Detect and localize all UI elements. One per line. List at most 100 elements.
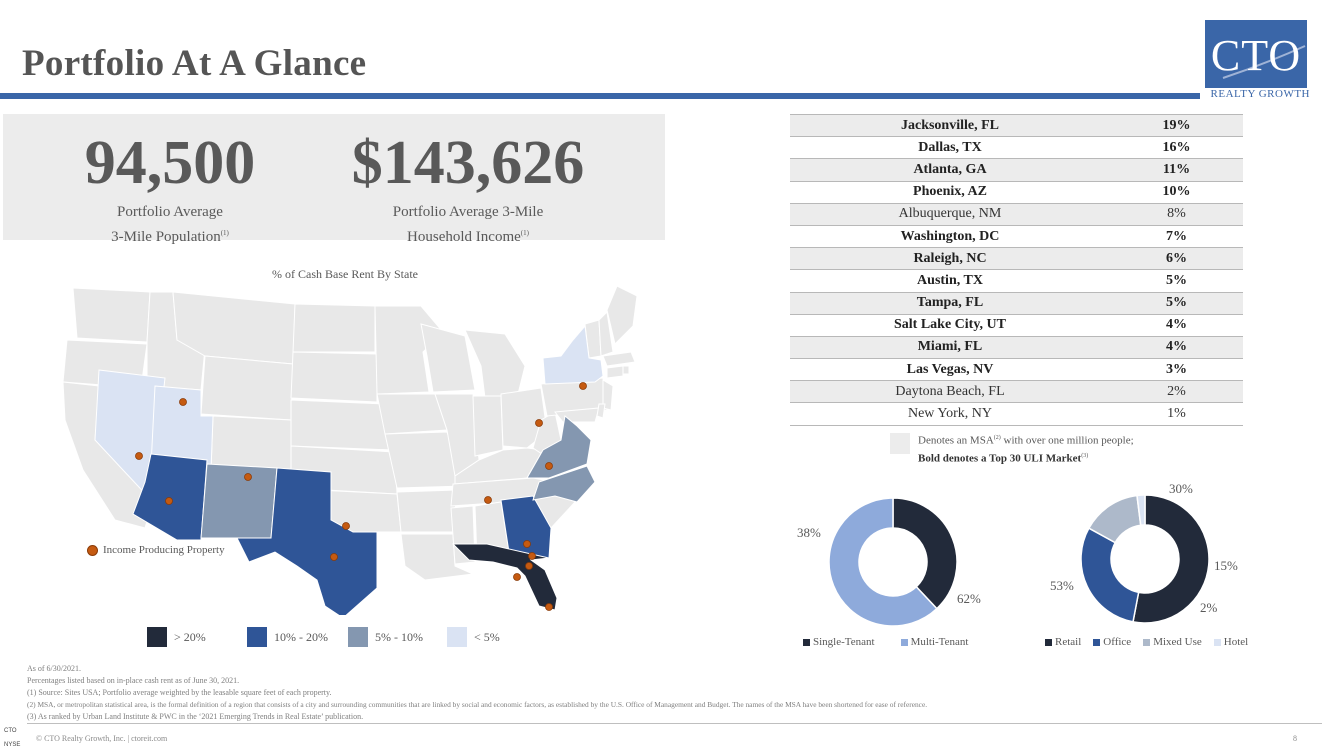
footnote: (1) Source: Sites USA; Portfolio average… — [27, 688, 332, 697]
income-stat: $143,626 Portfolio Average 3-Mile Househ… — [333, 132, 603, 248]
footnote: (3) As ranked by Urban Land Institute & … — [27, 712, 364, 721]
property-marker — [342, 522, 350, 530]
donut-slice-single-tenant — [892, 497, 958, 610]
msa-city: Washington, DC — [790, 225, 1110, 249]
msa-percent: 16% — [1110, 136, 1243, 160]
state-ma — [602, 351, 636, 367]
msa-city: Phoenix, AZ — [790, 181, 1110, 204]
msa-city: Salt Lake City, UT — [790, 314, 1110, 337]
state-nd — [292, 303, 376, 353]
state-sd — [290, 351, 378, 403]
msa-row: New York, NY 1% — [790, 402, 1243, 426]
msa-row: Dallas, TX 16% — [790, 136, 1243, 160]
legend-item: Multi-Tenant — [900, 636, 968, 648]
msa-city: New York, NY — [790, 402, 1110, 426]
msa-row: Tampa, FL 5% — [790, 292, 1243, 315]
income-value: $143,626 — [351, 129, 585, 197]
property-marker — [579, 382, 587, 390]
msa-percent: 10% — [1110, 181, 1243, 204]
property-marker — [513, 573, 521, 581]
scale-swatch — [447, 627, 467, 647]
msa-city: Jacksonville, FL — [790, 113, 1110, 138]
msa-city: Austin, TX — [790, 269, 1110, 293]
donut-label: 30% — [1169, 481, 1193, 496]
msa-city: Albuquerque, NM — [790, 203, 1110, 226]
state-me — [606, 285, 638, 345]
property-marker — [244, 473, 252, 481]
property-markers — [135, 382, 587, 611]
msa-percent: 1% — [1110, 402, 1243, 426]
map-title: % of Cash Base Rent By State — [272, 267, 418, 281]
msa-percent: 5% — [1110, 292, 1243, 315]
state-nc — [532, 465, 596, 503]
donut-label: 38% — [797, 525, 821, 540]
msa-city: Raleigh, NC — [790, 247, 1110, 271]
state-wa — [72, 287, 151, 343]
donut-label: 62% — [957, 591, 981, 606]
scale-legend-2: 10% - 20% — [247, 627, 328, 647]
legend-item: Single-Tenant — [803, 636, 875, 648]
property-marker — [165, 497, 173, 505]
donut-slice-multi-tenant — [828, 497, 938, 627]
footnote: Percentages listed based on in-place cas… — [27, 676, 240, 685]
msa-percent: 4% — [1110, 314, 1243, 337]
scale-swatch — [348, 627, 368, 647]
property-marker — [525, 562, 533, 570]
msa-swatch — [890, 433, 910, 454]
msa-row: Las Vegas, NV 3% — [790, 358, 1243, 382]
msa-percent: 3% — [1110, 358, 1243, 382]
msa-percent: 11% — [1110, 158, 1243, 182]
legend-item: Office — [1093, 636, 1131, 648]
company-logo: CTO — [1205, 20, 1307, 88]
copyright: © CTO Realty Growth, Inc. | ctoreit.com — [36, 734, 168, 743]
logo-subtitle: REALTY GROWTH — [1210, 88, 1310, 100]
msa-city: Dallas, TX — [790, 136, 1110, 160]
property-marker — [484, 496, 492, 504]
property-marker — [528, 552, 536, 560]
property-marker — [545, 603, 553, 611]
stat-panel: 94,500 Portfolio Average 3-Mile Populati… — [3, 114, 665, 245]
tenant-donut-legend: Single-Tenant Multi-Tenant — [803, 636, 968, 648]
population-caption: Portfolio Average 3-Mile Population(1) — [111, 204, 229, 245]
us-map — [62, 285, 638, 615]
property-legend: Income Producing Property — [87, 544, 225, 556]
msa-row: Daytona Beach, FL 2% — [790, 380, 1243, 404]
scale-swatch — [147, 627, 167, 647]
state-wy — [200, 355, 294, 421]
msa-row: Phoenix, AZ 10% — [790, 181, 1243, 204]
population-stat: 94,500 Portfolio Average 3-Mile Populati… — [60, 132, 280, 248]
msa-city: Atlanta, GA — [790, 158, 1110, 182]
state-nh — [598, 310, 614, 357]
state-nj — [602, 379, 614, 411]
scale-legend-3: 5% - 10% — [348, 627, 423, 647]
msa-percent: 19% — [1110, 113, 1243, 138]
msa-note: Denotes an MSA(2) with over one million … — [890, 431, 1134, 466]
property-type-donut-legend: Retail Office Mixed Use Hotel — [1045, 636, 1248, 648]
legend-item: Retail — [1045, 636, 1081, 648]
footnote: As of 6/30/2021. — [27, 664, 81, 673]
population-value: 94,500 — [84, 129, 256, 197]
property-marker — [535, 419, 543, 427]
property-marker — [523, 540, 531, 548]
state-tx — [236, 467, 378, 615]
msa-row: Salt Lake City, UT 4% — [790, 314, 1243, 337]
property-dot-icon — [87, 544, 98, 556]
state-va — [526, 415, 592, 479]
msa-percent: 2% — [1110, 380, 1243, 404]
msa-city: Tampa, FL — [790, 292, 1110, 315]
msa-row: Raleigh, NC 6% — [790, 247, 1243, 271]
msa-percent: 4% — [1110, 336, 1243, 360]
msa-city: Las Vegas, NV — [790, 358, 1110, 382]
msa-row: Austin, TX 5% — [790, 269, 1243, 293]
income-caption: Portfolio Average 3-Mile Household Incom… — [392, 204, 544, 245]
property-marker — [545, 462, 553, 470]
msa-row: Washington, DC 7% — [790, 225, 1243, 249]
scale-legend-4: < 5% — [447, 627, 500, 647]
donut-label: 15% — [1214, 558, 1238, 573]
legend-item: Hotel — [1213, 636, 1248, 648]
footnote: (2) MSA, or metropolitan statistical are… — [27, 700, 928, 709]
state-wi — [420, 323, 476, 393]
msa-percent: 6% — [1110, 247, 1243, 271]
page-number: 8 — [1293, 734, 1297, 743]
state-de — [596, 403, 606, 419]
